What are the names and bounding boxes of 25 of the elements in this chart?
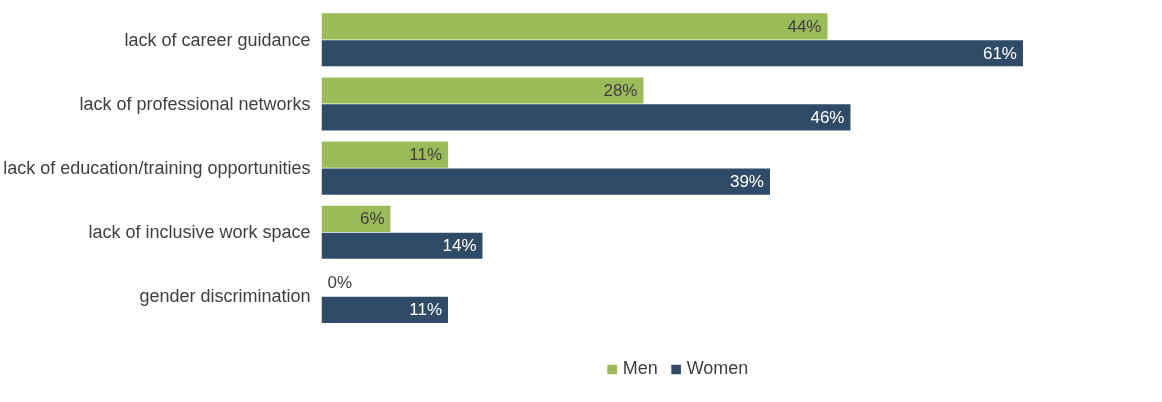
y-tick-label: lack of career guidance [124,29,311,50]
data-label: 6% [359,209,385,229]
data-label: 11% [409,300,442,320]
y-tick-label: gender discrimination [139,286,311,307]
data-label: 46% [810,107,845,127]
y-tick-label: lack of education/training opportunities [3,158,311,179]
data-label: 44% [787,16,822,36]
data-label: 61% [982,43,1017,63]
data-label: 28% [603,80,638,100]
bar [321,13,828,40]
bar [321,40,1023,67]
bar [321,296,448,323]
bar [321,77,644,104]
data-label: 11% [409,145,442,165]
bar [321,141,448,168]
legend-label: Women [686,358,749,379]
y-tick-label: lack of inclusive work space [88,222,311,243]
data-label: 14% [442,236,477,256]
bar [321,232,483,259]
data-label: 0% [327,273,353,293]
y-tick-label: lack of professional networks [79,93,311,114]
bar [321,104,851,131]
legend-label: Men [622,358,658,379]
bar [321,168,770,195]
data-label: 39% [729,172,764,192]
